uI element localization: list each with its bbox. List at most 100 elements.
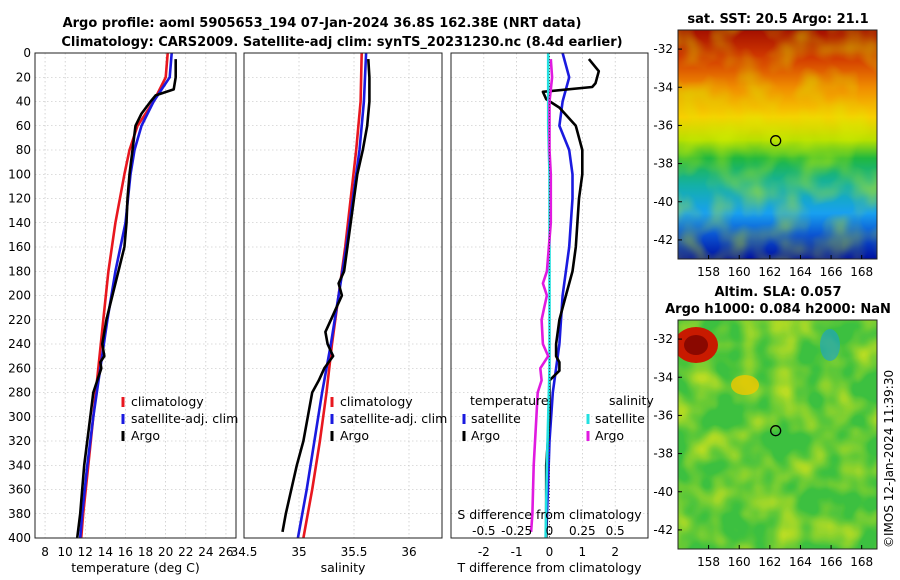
map-x-tick-label: 162 [758,265,781,279]
x-tick-label: 18 [138,545,153,559]
y-tick-label: 120 [8,192,31,206]
sla-map-panel [678,320,877,549]
sla-texture [678,320,877,549]
map-x-tick-label: 168 [850,555,873,569]
map-y-tick-label: -36 [653,408,673,422]
legend-label: satellite [471,411,521,426]
sla-argo-location-marker [770,425,782,437]
y-tick-label: 160 [8,240,31,254]
legend-label: Argo [340,428,369,443]
series-line-argo [529,59,554,532]
y-tick-label: 40 [16,95,31,109]
figure-title-line2: Climatology: CARS2009. Satellite-adj cli… [61,35,622,50]
series-line-satellite-adj-clim [296,52,368,539]
sla-low-anomaly [820,329,840,361]
s-tick-label: 0 [546,524,554,538]
sla-map-frame [677,319,878,550]
y-tick-label: 360 [8,483,31,497]
difference-profile-panel: -2 -1 0 1 2T difference from climatology temp… [450,52,654,575]
y-tick-label: 100 [8,167,31,181]
y-tick-label: 20 [16,70,31,84]
y-tick-label: 400 [8,531,31,545]
x-axis-label: salinity [321,560,366,575]
series-line-argo [281,59,371,533]
legend-label: satellite-adj. clim [340,411,447,426]
y-tick-label: 320 [8,434,31,448]
x-tick-label: 16 [118,545,133,559]
x-tick-label: 8 [41,545,49,559]
series-line-argo [75,59,177,539]
y-tick-label: 60 [16,119,31,133]
map-x-tick-label: 158 [697,555,720,569]
x-tick-label: 0 [546,545,554,559]
map-y-tick-label: -38 [653,157,673,171]
s-tick-label: -0.25 [501,524,532,538]
s-tick-label: 0.25 [569,524,596,538]
map-y-tick-label: -36 [653,118,673,132]
map-x-tick-label: 166 [820,265,843,279]
x-tick-label: 36 [401,545,416,559]
map-y-tick-label: -40 [653,195,673,209]
series-line-satellite-adj-clim [78,52,173,539]
sla-anomaly-blob [731,375,759,395]
s-difference-label: S difference from climatology [457,507,642,522]
sla-map-subtitle: Argo h1000: 0.084 h2000: NaN [665,302,891,317]
temperature-profile-panel: 0 20 40 60 80 100 120 140 160 180 200 220 240 260 280 3… [8,46,238,575]
x-tick-label: 10 [58,545,73,559]
figure-title-line1: Argo profile: aoml 5905653_194 07-Jan-20… [63,16,582,31]
s-tick-label: -0.5 [472,524,495,538]
y-tick-label: 340 [8,458,31,472]
map-x-tick-label: 166 [820,555,843,569]
sst-map-panel [678,30,877,259]
x-tick-label: 34.5 [231,545,258,559]
map-y-tick-label: -34 [653,370,673,384]
map-x-tick-label: 160 [728,265,751,279]
map-x-tick-label: 168 [850,265,873,279]
legend-label: climatology [131,394,204,409]
map-y-tick-label: -40 [653,485,673,499]
sst-map-axes: 158 160 162 164 166 168 -32 -34 -36 -38 -40 -42 [653,42,873,279]
map-x-tick-label: 164 [789,555,812,569]
x-axis-label: T difference from climatology [456,560,642,575]
y-tick-label: 380 [8,507,31,521]
sla-map-axes: 158 160 162 164 166 168 -32 -34 -36 -38 -40 -42 [653,332,873,569]
legend-group-title: salinity [609,393,654,408]
plot-frame [450,52,649,539]
x-tick-label: 2 [611,545,619,559]
sla-high-anomaly-core [684,335,708,355]
x-tick-label: 20 [158,545,173,559]
legend-label: Argo [595,428,624,443]
imos-credit: ©IMOS 12-Jan-2024 11:39:30 [882,370,896,548]
map-x-tick-label: 162 [758,555,781,569]
map-y-tick-label: -34 [653,80,673,94]
s-tick-label: 0.5 [606,524,625,538]
x-tick-label: -1 [511,545,523,559]
sst-texture [678,30,877,259]
x-tick-label: 26 [218,545,233,559]
map-y-tick-label: -38 [653,447,673,461]
sst-map-frame [677,29,878,260]
y-tick-label: 280 [8,386,31,400]
plot-frame [243,52,443,539]
y-tick-label: 0 [23,46,31,60]
x-tick-label: 24 [198,545,213,559]
y-tick-label: 300 [8,410,31,424]
x-tick-label: 12 [78,545,93,559]
plot-frame [34,52,237,539]
map-y-tick-label: -32 [653,42,673,56]
x-tick-label: 1 [579,545,587,559]
x-tick-label: 14 [98,545,113,559]
y-tick-label: 220 [8,313,31,327]
legend-label: Argo [131,428,160,443]
sla-map-title: Altim. SLA: 0.057 [715,285,842,300]
legend-label: satellite [595,411,645,426]
map-y-tick-label: -32 [653,332,673,346]
map-y-tick-label: -42 [653,523,673,537]
x-tick-label: 22 [178,545,193,559]
x-tick-label: 35 [291,545,306,559]
legend-group-title: temperature [470,393,549,408]
legend-label: climatology [340,394,413,409]
salinity-profile-panel: 34.5 35 35.5 36 salinity climatology satellite… [231,52,447,575]
y-tick-label: 80 [16,143,31,157]
